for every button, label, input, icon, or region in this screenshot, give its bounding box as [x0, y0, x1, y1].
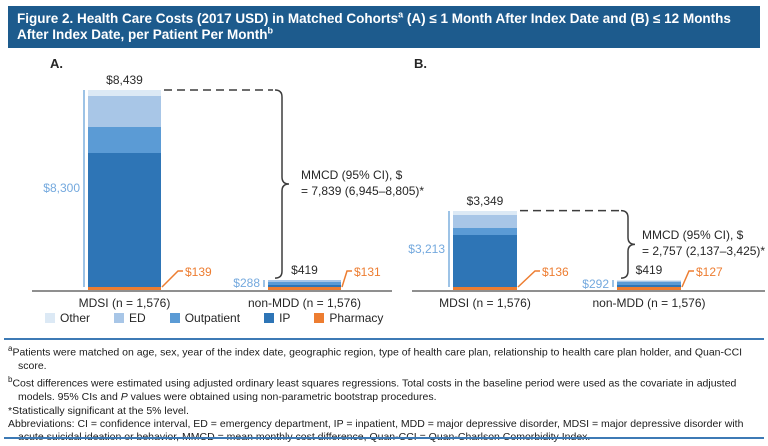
category-label: MDSI (n = 1,576)	[78, 296, 171, 310]
bar-segment-pharmacy	[268, 286, 341, 290]
pharmacy-value-label: $131	[354, 265, 381, 279]
legend-swatch-outpatient	[169, 313, 180, 323]
medical-subtotal-label: $3,213	[408, 241, 445, 256]
legend-label: ED	[129, 311, 146, 325]
legend-item-pharmacy: Pharmacy	[314, 311, 383, 325]
medical-subtotal-label: $288	[233, 276, 260, 291]
category-label: non-MDD (n = 1,576)	[247, 296, 362, 310]
legend-item-ip: IP	[264, 311, 290, 325]
bar-non-mdd	[617, 280, 681, 290]
legend-item-other: Other	[45, 311, 90, 325]
pharmacy-callout-line	[517, 270, 540, 288]
bar-segment-other	[453, 210, 517, 216]
medical-subtotal-label: $292	[582, 276, 609, 291]
bar-segment-pharmacy	[88, 286, 161, 290]
bar-segment-outpatient	[617, 281, 681, 285]
legend-swatch-ip	[264, 313, 275, 323]
figure-title: Figure 2. Health Care Costs (2017 USD) i…	[17, 9, 731, 42]
legend-label: IP	[279, 311, 291, 325]
footnote-a-marker: a	[8, 344, 13, 353]
mmcd-brace	[274, 89, 290, 279]
bar-segment-other	[617, 280, 681, 281]
pharmacy-value-label: $139	[185, 265, 212, 279]
mmcd-line2: = 2,757 (2,137–3,425)*	[642, 244, 766, 259]
bar-segment-ip	[88, 153, 161, 287]
bar-segment-outpatient	[453, 228, 517, 235]
title-superscript-a: a	[398, 9, 404, 20]
bar-segment-outpatient	[268, 281, 341, 285]
footnote-a: aPatients were matched on age, sex, year…	[8, 344, 743, 372]
legend-label: Outpatient	[184, 311, 241, 325]
total-value-label: $3,349	[466, 193, 504, 208]
legend-item-outpatient: Outpatient	[169, 311, 241, 325]
bar-segment-pharmacy	[617, 286, 681, 290]
x-axis-line	[32, 290, 392, 292]
bar-segment-ip	[268, 284, 341, 287]
divider-top-rule	[4, 338, 764, 340]
bar-segment-ed	[88, 96, 161, 128]
bar-mdsi	[453, 210, 517, 290]
pharmacy-value-label: $136	[542, 265, 569, 279]
bar-segment-other	[88, 89, 161, 97]
bar-segment-outpatient	[88, 127, 161, 154]
mmcd-annotation: MMCD (95% CI), $ = 7,839 (6,945–8,805)*	[301, 167, 424, 199]
medical-subtotal-tick	[83, 89, 85, 287]
title-superscript-b: b	[267, 25, 274, 36]
chart-legend: Other ED Outpatient IP Pharmacy	[45, 311, 383, 325]
footnote-star: *Statistically significant at the 5% lev…	[8, 404, 189, 417]
bar-mdsi	[88, 89, 161, 290]
figure-title-bar: Figure 2. Health Care Costs (2017 USD) i…	[8, 6, 760, 48]
legend-swatch-pharmacy	[314, 313, 325, 323]
legend-label: Pharmacy	[329, 311, 384, 325]
bar-segment-ed	[268, 280, 341, 282]
total-value-label: $8,439	[106, 72, 143, 87]
medical-subtotal-tick	[612, 280, 614, 287]
legend-label: Other	[60, 311, 91, 325]
footnote-abbreviations: Abbreviations: CI = confidence interval,…	[8, 418, 744, 443]
legend-swatch-other	[45, 313, 55, 323]
medical-subtotal-tick	[448, 210, 450, 287]
category-label: MDSI (n = 1,576)	[439, 296, 531, 310]
medical-subtotal-label: $8,300	[43, 181, 80, 196]
legend-item-ed: ED	[114, 311, 146, 325]
footnotes: aPatients were matched on age, sex, year…	[8, 342, 760, 445]
bar-segment-ip	[617, 284, 681, 287]
category-label: non-MDD (n = 1,576)	[592, 296, 706, 310]
mmcd-line1: MMCD (95% CI), $	[301, 168, 403, 183]
pharmacy-callout-line	[161, 270, 183, 288]
bar-segment-ed	[453, 215, 517, 229]
bar-segment-ip	[453, 234, 517, 287]
total-value-label: $419	[291, 263, 318, 278]
mmcd-line2: = 7,839 (6,945–8,805)*	[301, 184, 425, 199]
panel-label-a: A.	[50, 56, 63, 71]
bar-non-mdd	[268, 280, 341, 290]
panel-label-b: B.	[414, 56, 427, 71]
divider-bottom-rule	[4, 437, 764, 439]
bar-segment-pharmacy	[453, 286, 517, 290]
mmcd-annotation: MMCD (95% CI), $ = 2,757 (2,137–3,425)*	[642, 227, 765, 259]
footnote-b-marker: b	[8, 375, 13, 385]
x-axis-line	[412, 290, 765, 292]
pharmacy-value-label: $127	[696, 265, 723, 279]
total-value-label: $419	[635, 263, 663, 278]
mmcd-line1: MMCD (95% CI), $	[642, 228, 744, 243]
legend-swatch-ed	[114, 313, 125, 323]
bar-segment-ed	[617, 280, 681, 282]
medical-subtotal-tick	[263, 280, 265, 287]
footnote-b: bCost differences were estimated using a…	[8, 375, 737, 404]
